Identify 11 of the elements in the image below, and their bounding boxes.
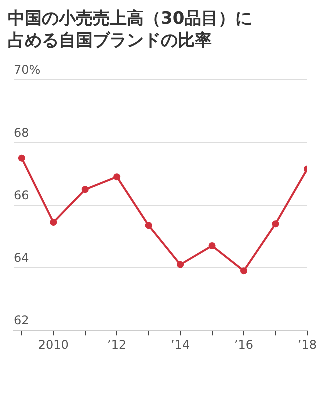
x-tick-label: ’16 xyxy=(234,338,254,352)
chart-title: 中国の小売売上高（30品目）に占める自国ブランドの比率 xyxy=(8,8,254,52)
x-tick-label: 2010 xyxy=(38,338,69,352)
y-tick-label: 70% xyxy=(14,63,41,78)
x-tick-label: ’14 xyxy=(171,338,190,352)
y-tick-label: 66 xyxy=(14,188,30,202)
y-tick-label: 68 xyxy=(14,126,30,140)
y-tick-label: 64 xyxy=(14,251,30,266)
y-tick-label: 62 xyxy=(14,314,30,328)
x-tick-label: ’12 xyxy=(108,338,127,352)
x-tick-label: ’18 xyxy=(298,338,318,352)
